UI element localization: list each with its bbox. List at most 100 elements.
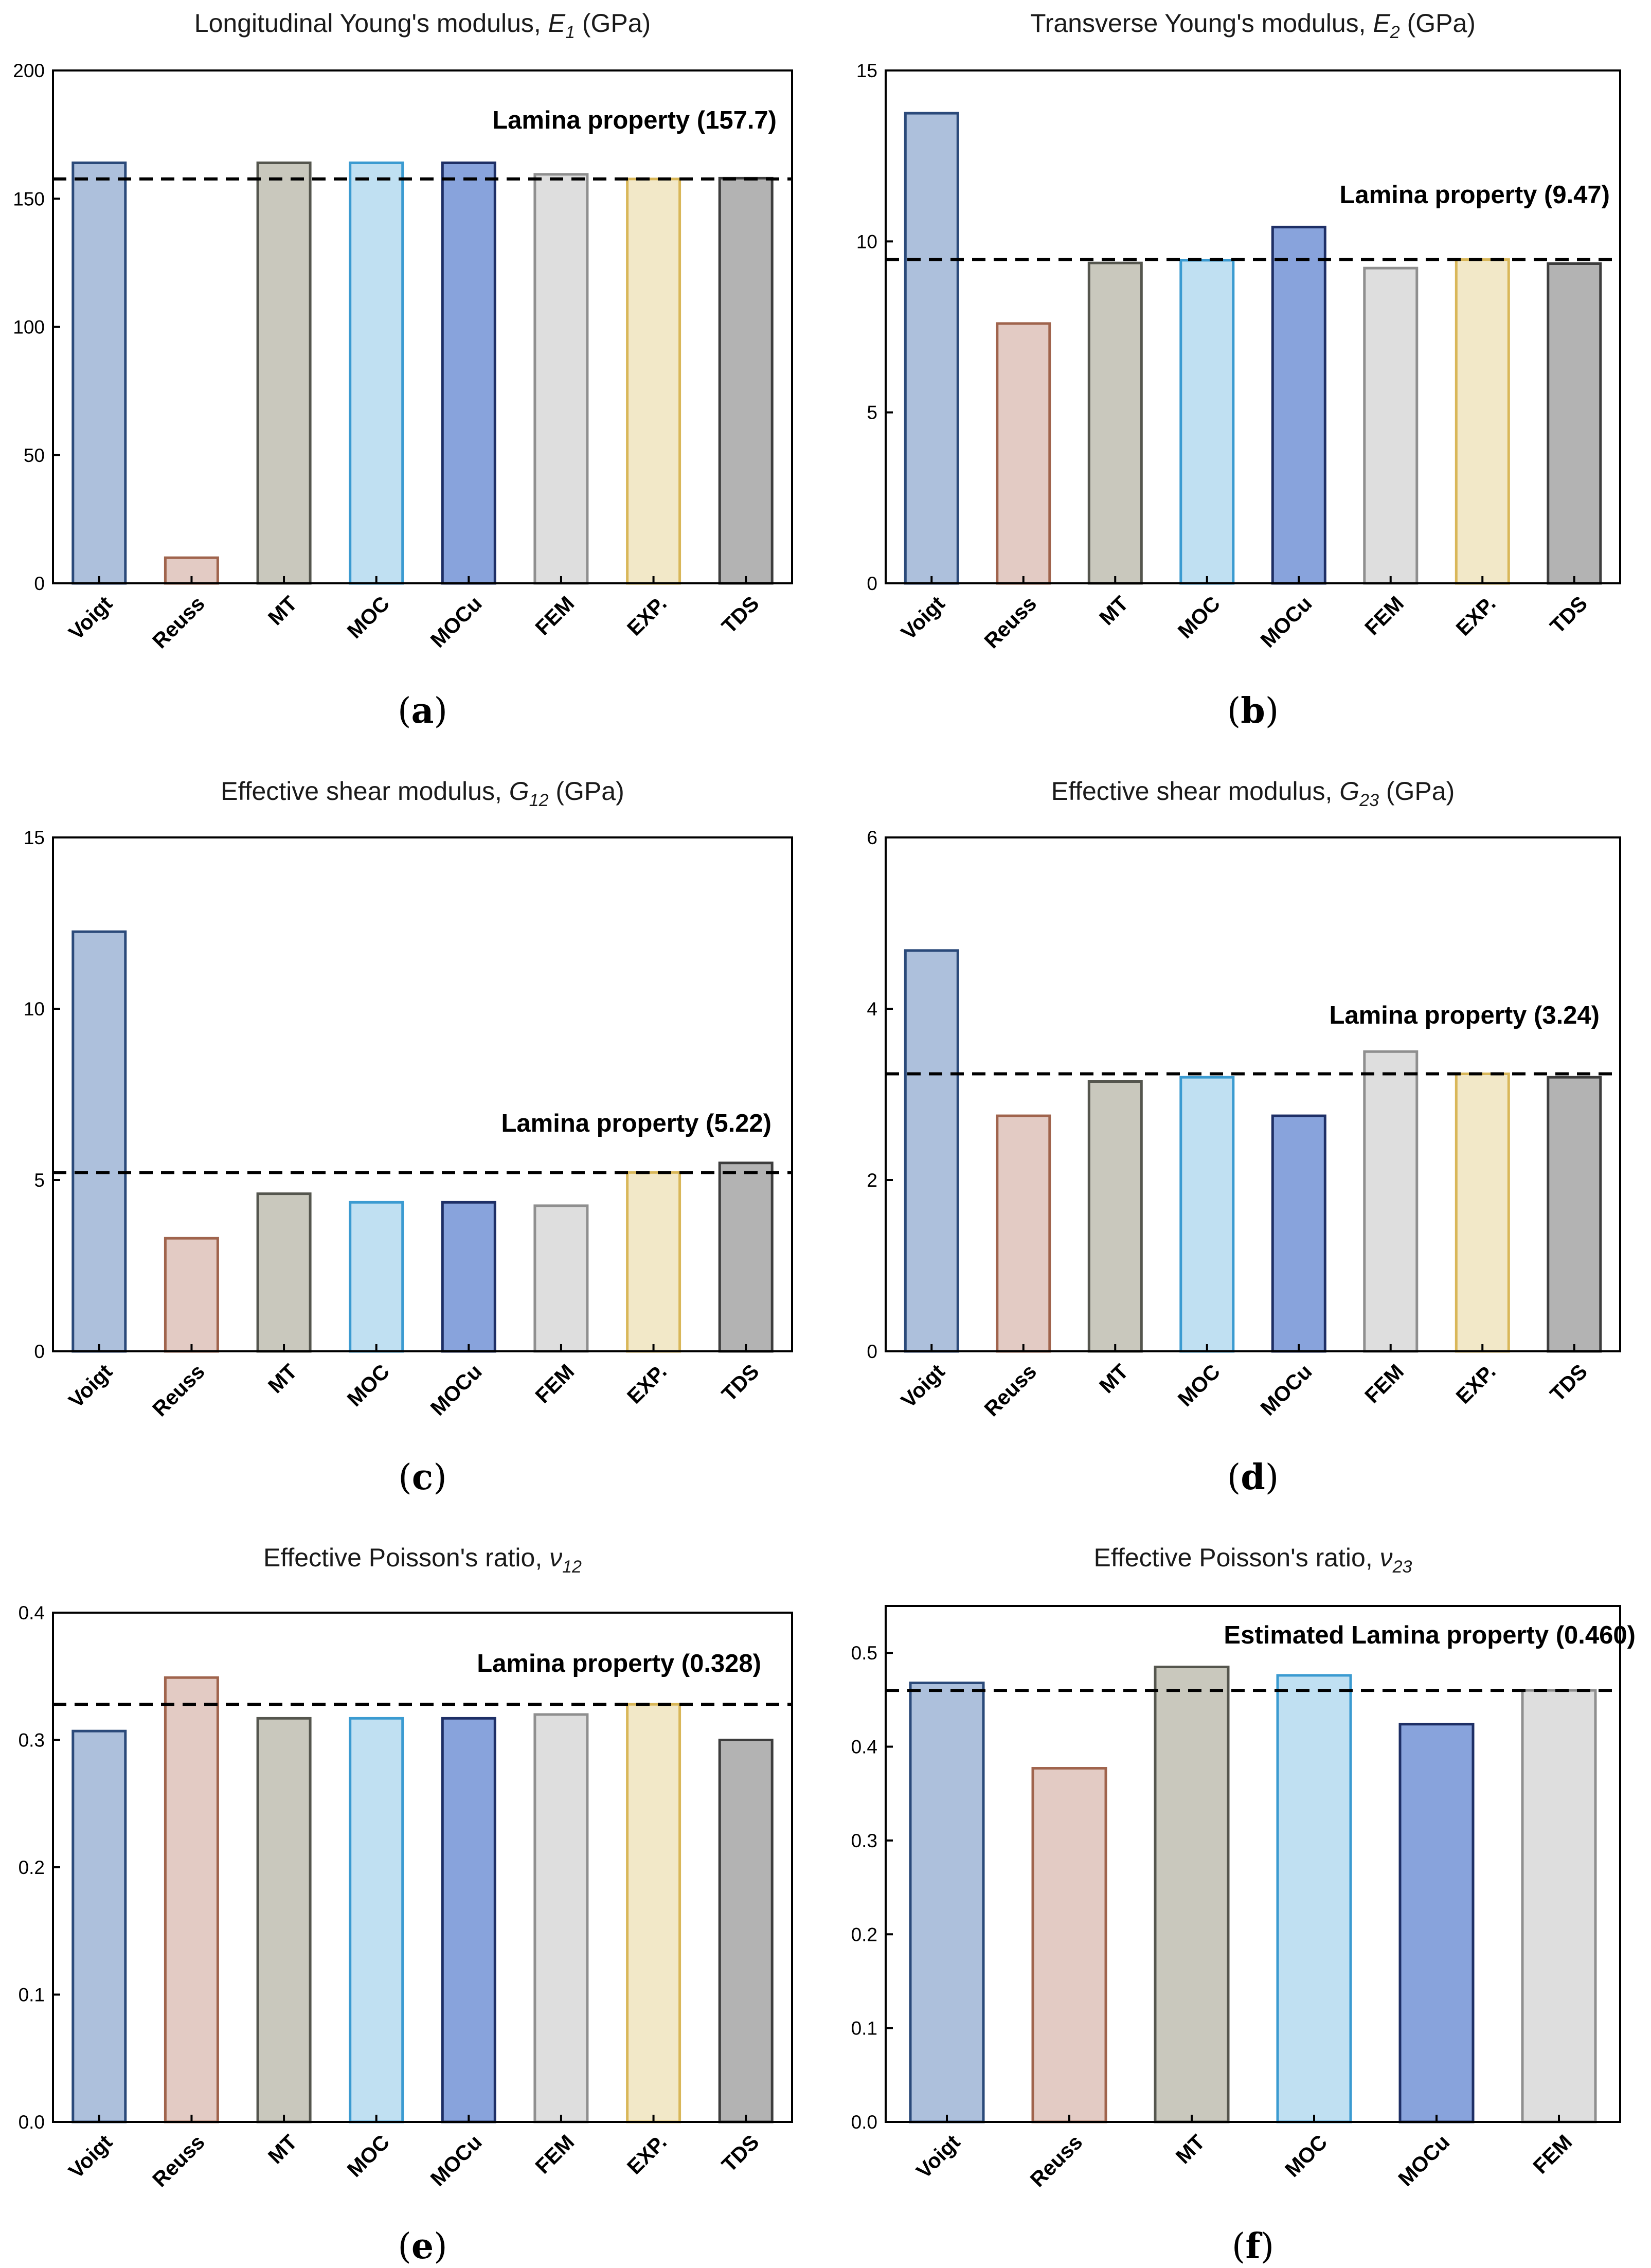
y-tick-label: 0.2 [19,1857,45,1878]
plot-frame [885,1605,1621,2123]
bar-voigt [71,930,127,1353]
bar-tds [718,1162,774,1353]
bar-tds [718,1739,774,2123]
bar-mocu [441,162,496,585]
bar-fem [533,173,589,585]
x-tick-label: MOCu [426,1360,487,1420]
x-tick-label: TDS [1546,1360,1592,1406]
bar-moc [1179,1076,1235,1353]
chart-panel-a: Longitudinal Young's modulus, E1 (GPa) Vo… [13,9,793,731]
y-tick-label: 10 [24,998,45,1020]
y-tick-label: 0 [34,1341,45,1362]
bar-reuss [164,1237,219,1353]
bar-moc [349,1201,404,1353]
y-tick-label: 0.0 [19,2112,45,2133]
bar-mt [1087,1080,1143,1353]
y-tick-label: 0.0 [851,2112,877,2133]
x-tick-label: TDS [1546,592,1592,638]
y-tick-label: 0 [867,573,877,594]
y-tick-label: 10 [856,231,877,252]
x-tick-label: MT [1094,592,1133,630]
x-tick-label: Reuss [148,2130,209,2192]
plot-frame [52,69,793,584]
x-tick-label: Reuss [1026,2130,1087,2192]
y-tick-label: 2 [867,1170,877,1191]
x-tick-label: FEM [1529,2130,1577,2178]
bar-moc [349,1717,404,2123]
bar-voigt [904,112,959,585]
plot-frame [885,836,1621,1352]
x-tick-label: MT [1171,2130,1209,2168]
y-tick-label: 0.1 [19,1985,45,2006]
bar-exp [1455,1073,1510,1353]
bar-mt [256,162,312,585]
x-tick-label: EXP. [1451,592,1500,640]
x-tick-label: MOCu [426,592,487,652]
bar-mt [1154,1666,1230,2123]
y-tick-label: 5 [867,402,877,423]
y-tick-label: 150 [13,188,45,209]
y-tick-label: 0.3 [851,1830,877,1851]
bar-mocu [1271,225,1326,585]
x-tick-label: MOC [343,1360,394,1411]
chart-title: Longitudinal Young's modulus, E1 (GPa) [194,9,651,42]
x-tick-label: MT [263,592,301,630]
chart-title: Effective Poisson's ratio, ν12 [263,1543,582,1577]
x-tick-label: MOC [1173,592,1225,643]
x-tick-label: Voigt [912,2130,965,2183]
x-tick-label: EXP. [622,1360,671,1408]
x-tick-label: MOCu [1256,1360,1317,1420]
bar-exp [626,1171,681,1353]
bar-exp [626,177,681,585]
bar-reuss [164,1676,219,2123]
panel-label: (c) [398,1457,446,1498]
x-tick-label: MOC [343,592,394,643]
x-tick-label: MOC [1280,2130,1332,2182]
bar-mocu [1398,1723,1475,2123]
x-tick-label: Voigt [896,592,949,645]
bar-tds [718,176,774,585]
x-tick-label: Reuss [148,1360,209,1421]
panel-label: (d) [1227,1457,1279,1498]
bar-moc [349,162,404,585]
x-tick-label: MOCu [426,2130,487,2191]
chart-title: Effective shear modulus, G23 (GPa) [1051,777,1455,810]
bar-fem [533,1713,589,2123]
bar-mocu [1271,1114,1326,1353]
bar-tds [1547,262,1602,585]
bar-moc [1276,1674,1352,2123]
bar-mocu [441,1717,496,2123]
bar-fem [1521,1689,1597,2123]
x-tick-label: TDS [717,2130,764,2177]
x-tick-label: MT [1094,1360,1133,1398]
x-tick-label: MOC [343,2130,394,2182]
x-tick-label: TDS [717,592,764,638]
x-tick-label: Reuss [980,592,1042,653]
chart-title: Effective Poisson's ratio, ν23 [1094,1543,1412,1577]
x-tick-label: MOC [1173,1360,1225,1411]
bar-voigt [71,162,127,585]
y-tick-label: 0.4 [851,1737,877,1758]
bar-reuss [996,322,1051,585]
y-tick-label: 15 [856,60,877,81]
x-tick-label: Reuss [980,1360,1042,1421]
bar-fem [1363,266,1419,585]
bar-mt [1087,261,1143,585]
x-tick-label: MT [263,2130,301,2168]
y-tick-label: 5 [34,1170,45,1191]
chart-panel-f: Effective Poisson's ratio, ν23 Voigt Reuss… [851,1543,1636,2267]
x-tick-label: Reuss [148,592,209,653]
y-tick-label: 50 [24,445,45,466]
y-tick-label: 200 [13,60,45,81]
y-tick-label: 4 [867,998,877,1020]
y-tick-label: 0.1 [851,2018,877,2039]
bar-voigt [904,949,959,1353]
plot-frame [885,69,1621,584]
x-tick-label: Voigt [64,1360,117,1413]
y-tick-label: 100 [13,317,45,338]
y-tick-label: 15 [24,827,45,848]
reference-label: Lamina property (9.47) [1339,181,1610,209]
y-tick-label: 6 [867,827,877,848]
chart-title: Transverse Young's modulus, E2 (GPa) [1030,9,1476,42]
